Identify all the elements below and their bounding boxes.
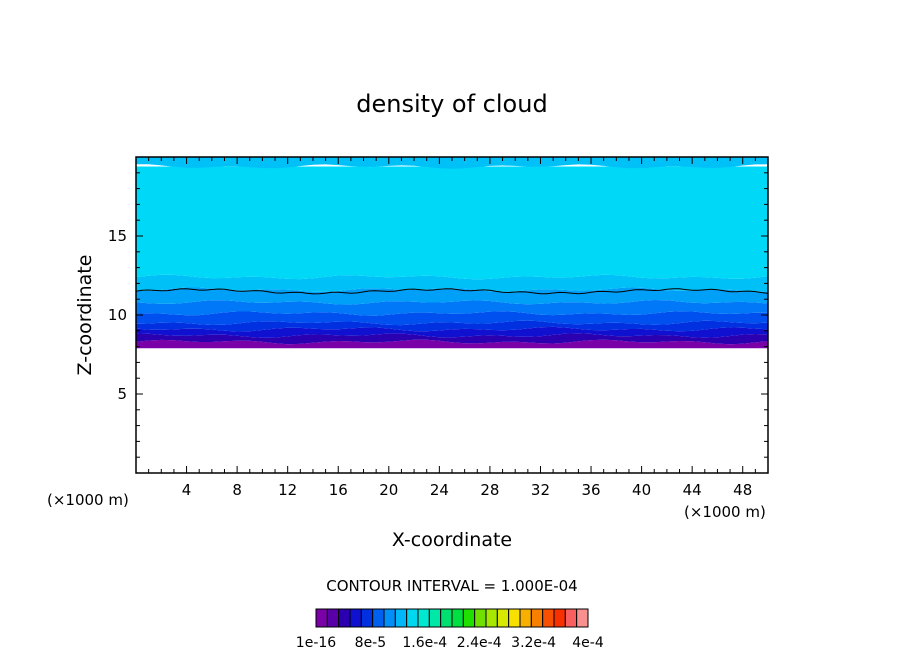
x-tick-label: 16 — [329, 481, 348, 499]
colorbar-swatch — [406, 608, 419, 628]
contour-band — [136, 311, 768, 326]
colorbar-swatch — [315, 608, 328, 628]
colorbar-swatch — [564, 608, 578, 628]
colorbar-swatch — [372, 608, 385, 628]
contour-interval: CONTOUR INTERVAL = 1.000E-04 — [326, 577, 577, 595]
colorbar-label: 4e-4 — [572, 635, 604, 651]
x-unit-left: (×1000 m) — [47, 491, 129, 509]
y-axis-ticks: 5 10 15 — [108, 172, 768, 458]
contour-line — [135, 288, 769, 295]
colorbar-swatch — [428, 608, 442, 628]
colorbar-swatch — [326, 608, 340, 628]
contour-band — [136, 339, 768, 349]
x-tick-label: 48 — [733, 481, 752, 499]
x-unit-right: (×1000 m) — [684, 503, 766, 521]
colorbar-swatch — [349, 608, 362, 628]
x-tick-label: 12 — [278, 481, 297, 499]
colorbar-swatch — [485, 608, 498, 628]
colorbar-swatch — [542, 608, 555, 628]
contour-band — [136, 320, 768, 332]
x-axis-label: X-coordinate — [392, 529, 512, 551]
colorbar-swatch — [394, 608, 408, 628]
x-tick-label: 28 — [480, 481, 499, 499]
colorbar-swatch — [519, 608, 532, 628]
chart-title: density of cloud — [356, 90, 547, 118]
x-tick-label: 8 — [232, 481, 242, 499]
contour-band — [136, 326, 768, 338]
x-tick-label: 20 — [379, 481, 398, 499]
y-tick-label: 15 — [108, 227, 127, 245]
colorbar-swatch — [462, 608, 476, 628]
x-tick-label: 24 — [430, 481, 449, 499]
x-tick-label: 44 — [683, 481, 702, 499]
x-tick-label: 4 — [182, 481, 192, 499]
colorbar-label: 3.2e-4 — [511, 635, 556, 651]
plot-field — [136, 157, 768, 349]
colorbar-label: 2.4e-4 — [457, 635, 502, 651]
colorbar-swatch — [417, 608, 430, 628]
colorbar-swatch — [496, 608, 510, 628]
x-tick-label: 40 — [632, 481, 651, 499]
contour-band — [136, 300, 768, 316]
colorbar — [315, 608, 589, 628]
colorbar-label: 1.6e-4 — [402, 635, 447, 651]
colorbar-label: 8e-5 — [355, 635, 386, 651]
x-tick-label: 32 — [531, 481, 550, 499]
colorbar-swatch — [553, 608, 566, 628]
colorbar-label: 1e-16 — [296, 635, 336, 651]
y-tick-label: 10 — [108, 306, 127, 324]
x-axis-ticks: 4 8 12 16 20 24 28 32 36 40 44 48 — [148, 157, 756, 499]
colorbar-swatch — [576, 608, 589, 628]
contour-band — [136, 166, 768, 280]
contour-band — [136, 274, 768, 292]
y-tick-label: 5 — [117, 385, 127, 403]
colorbar-swatch — [360, 608, 374, 628]
y-axis-label: Z-coordinate — [74, 255, 96, 376]
contour-band — [136, 157, 768, 169]
colorbar-swatch — [474, 608, 487, 628]
colorbar-swatch — [338, 608, 351, 628]
colorbar-labels: 1e-16 8e-5 1.6e-4 2.4e-4 3.2e-4 4e-4 — [296, 635, 604, 651]
colorbar-swatch — [530, 608, 544, 628]
colorbar-swatch — [451, 608, 464, 628]
colorbar-swatch — [383, 608, 396, 628]
x-tick-label: 36 — [581, 481, 600, 499]
colorbar-swatch — [508, 608, 521, 628]
colorbar-swatch — [440, 608, 453, 628]
contour-band — [136, 333, 768, 345]
